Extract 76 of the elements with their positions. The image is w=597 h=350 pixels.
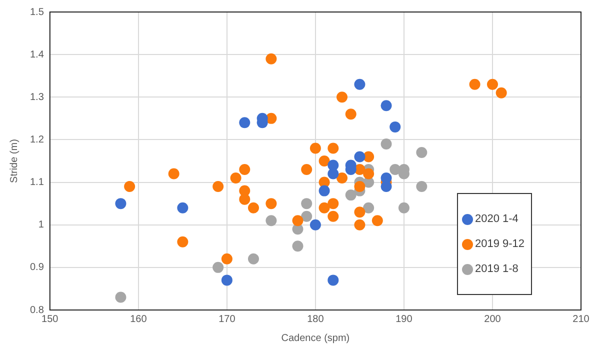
legend-label: 2020 1-4 — [475, 213, 518, 225]
point — [318, 156, 330, 166]
point — [248, 202, 259, 214]
point — [486, 78, 498, 90]
y-tick-label: 1.3 — [30, 92, 44, 103]
point — [328, 198, 339, 210]
point — [212, 262, 224, 273]
point — [496, 87, 507, 98]
point — [301, 198, 312, 210]
x-tick-label: 150 — [42, 314, 59, 325]
point — [354, 181, 366, 192]
point — [354, 151, 366, 162]
point — [354, 219, 366, 230]
y-tick-label: 0.8 — [30, 304, 44, 316]
point — [177, 236, 188, 248]
point — [328, 210, 339, 222]
point — [363, 168, 374, 180]
legend-label: 2019 1-8 — [475, 263, 518, 275]
point — [336, 92, 348, 103]
point — [301, 210, 312, 222]
point — [345, 190, 356, 201]
point — [310, 142, 321, 154]
point — [230, 172, 242, 184]
point — [115, 292, 126, 303]
point — [390, 121, 401, 132]
x-tick-label: 160 — [130, 314, 148, 325]
y-tick-label: 1 — [38, 220, 44, 231]
point — [380, 138, 392, 150]
point — [354, 78, 366, 90]
point — [221, 253, 232, 264]
y-tick-label: 0.9 — [30, 262, 44, 274]
x-tick-label: 170 — [218, 314, 236, 325]
point — [292, 215, 304, 226]
point — [266, 53, 277, 64]
point — [212, 181, 224, 192]
point — [239, 164, 250, 176]
point — [177, 202, 188, 214]
x-tick-label: 200 — [484, 314, 502, 325]
y-tick-label: 1.5 — [30, 6, 44, 18]
point — [266, 215, 277, 226]
point — [301, 164, 312, 176]
point — [328, 168, 339, 180]
point — [124, 181, 136, 192]
x-tick-label: 190 — [396, 314, 413, 325]
y-tick-label: 1.1 — [30, 177, 44, 188]
point — [345, 108, 356, 120]
point — [266, 198, 277, 210]
y-tick-label: 1.4 — [30, 49, 44, 60]
point — [416, 146, 428, 158]
point — [239, 194, 250, 205]
point — [115, 198, 126, 210]
point — [380, 100, 392, 112]
point — [318, 185, 330, 196]
point — [168, 168, 180, 180]
legend-label: 2019 9-12 — [475, 238, 525, 250]
point — [380, 181, 392, 192]
point — [292, 240, 304, 252]
point — [398, 202, 410, 214]
point — [372, 215, 383, 226]
point — [328, 142, 339, 154]
point — [363, 202, 374, 214]
x-tick-label: 180 — [307, 314, 324, 325]
point — [221, 274, 232, 286]
point — [328, 274, 339, 286]
x-axis-title: Cadence (spm) — [281, 332, 350, 344]
point — [239, 117, 250, 128]
y-tick-label: 1.2 — [30, 134, 44, 146]
point — [318, 202, 330, 214]
y-axis-title: Stride (m) — [8, 139, 20, 183]
point — [336, 172, 348, 184]
point — [469, 78, 480, 90]
point — [354, 206, 366, 218]
point — [248, 253, 259, 264]
point — [416, 181, 428, 192]
x-tick-label: 210 — [572, 314, 590, 325]
point — [310, 219, 321, 230]
